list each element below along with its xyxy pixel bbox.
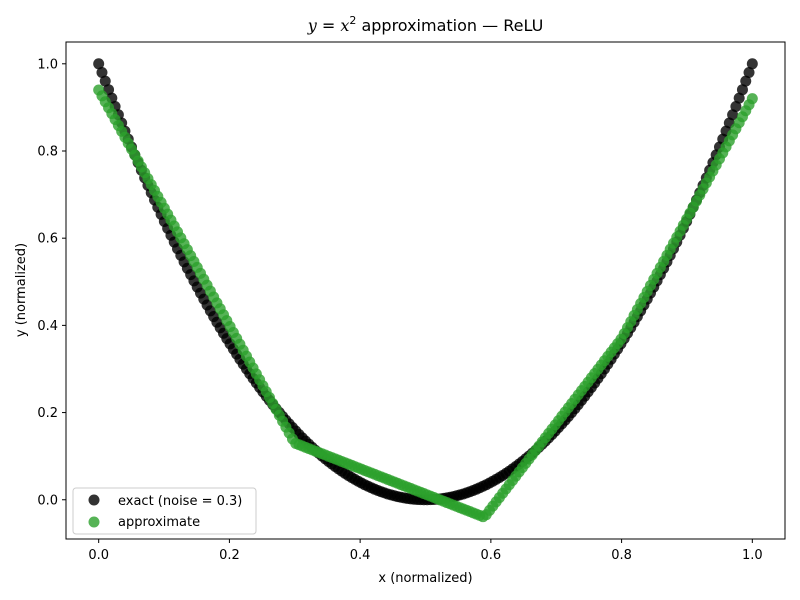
data-point-exact	[733, 92, 745, 104]
x-tick-label: 0.8	[611, 548, 632, 563]
legend-label-approximate: approximate	[118, 515, 200, 530]
y-tick-label: 1.0	[37, 57, 58, 72]
title-math-exp: 2	[349, 14, 356, 27]
data-point-exact	[99, 75, 111, 87]
plot-content	[93, 58, 758, 523]
legend-marker-approximate	[88, 516, 100, 528]
y-tick-label: 0.2	[37, 406, 58, 421]
y-axis-ticks: 0.0 0.2 0.4 0.6 0.8 1.0	[37, 57, 66, 508]
data-point-exact	[746, 58, 758, 70]
x-axis-ticks: 0.0 0.2 0.4 0.6 0.8 1.0	[88, 539, 763, 563]
title-suffix: approximation — ReLU	[356, 16, 543, 35]
x-axis-label: x (normalized)	[378, 571, 472, 586]
y-tick-label: 0.6	[37, 232, 58, 247]
legend-frame	[72, 487, 257, 535]
chart-title: y = x2 approximation — ReLU	[307, 14, 544, 35]
data-point-exact	[743, 67, 755, 79]
y-tick-label: 0.4	[37, 319, 58, 334]
title-math-eq: =	[317, 16, 341, 35]
data-point-exact	[740, 75, 752, 87]
x-tick-label: 0.6	[481, 548, 502, 563]
data-point-exact	[93, 58, 105, 70]
legend-label-exact: exact (noise = 0.3)	[118, 494, 242, 509]
title-math-y: y	[307, 16, 318, 35]
data-point-approximate	[746, 93, 758, 105]
data-point-exact	[736, 84, 748, 96]
x-tick-label: 1.0	[742, 548, 763, 563]
title-math-x: x	[340, 16, 349, 35]
data-point-exact	[96, 67, 108, 79]
data-point-exact	[727, 109, 739, 121]
y-tick-label: 0.0	[37, 493, 58, 508]
legend: exact (noise = 0.3) approximate	[72, 487, 257, 535]
x-tick-label: 0.0	[88, 548, 109, 563]
x-tick-label: 0.2	[219, 548, 240, 563]
series-approximate	[93, 84, 758, 523]
plot-frame	[65, 41, 786, 540]
data-point-exact	[730, 101, 742, 113]
legend-marker-exact	[88, 494, 100, 506]
x-tick-label: 0.4	[350, 548, 371, 563]
y-axis-label: y (normalized)	[14, 243, 29, 337]
y-tick-label: 0.8	[37, 144, 58, 159]
